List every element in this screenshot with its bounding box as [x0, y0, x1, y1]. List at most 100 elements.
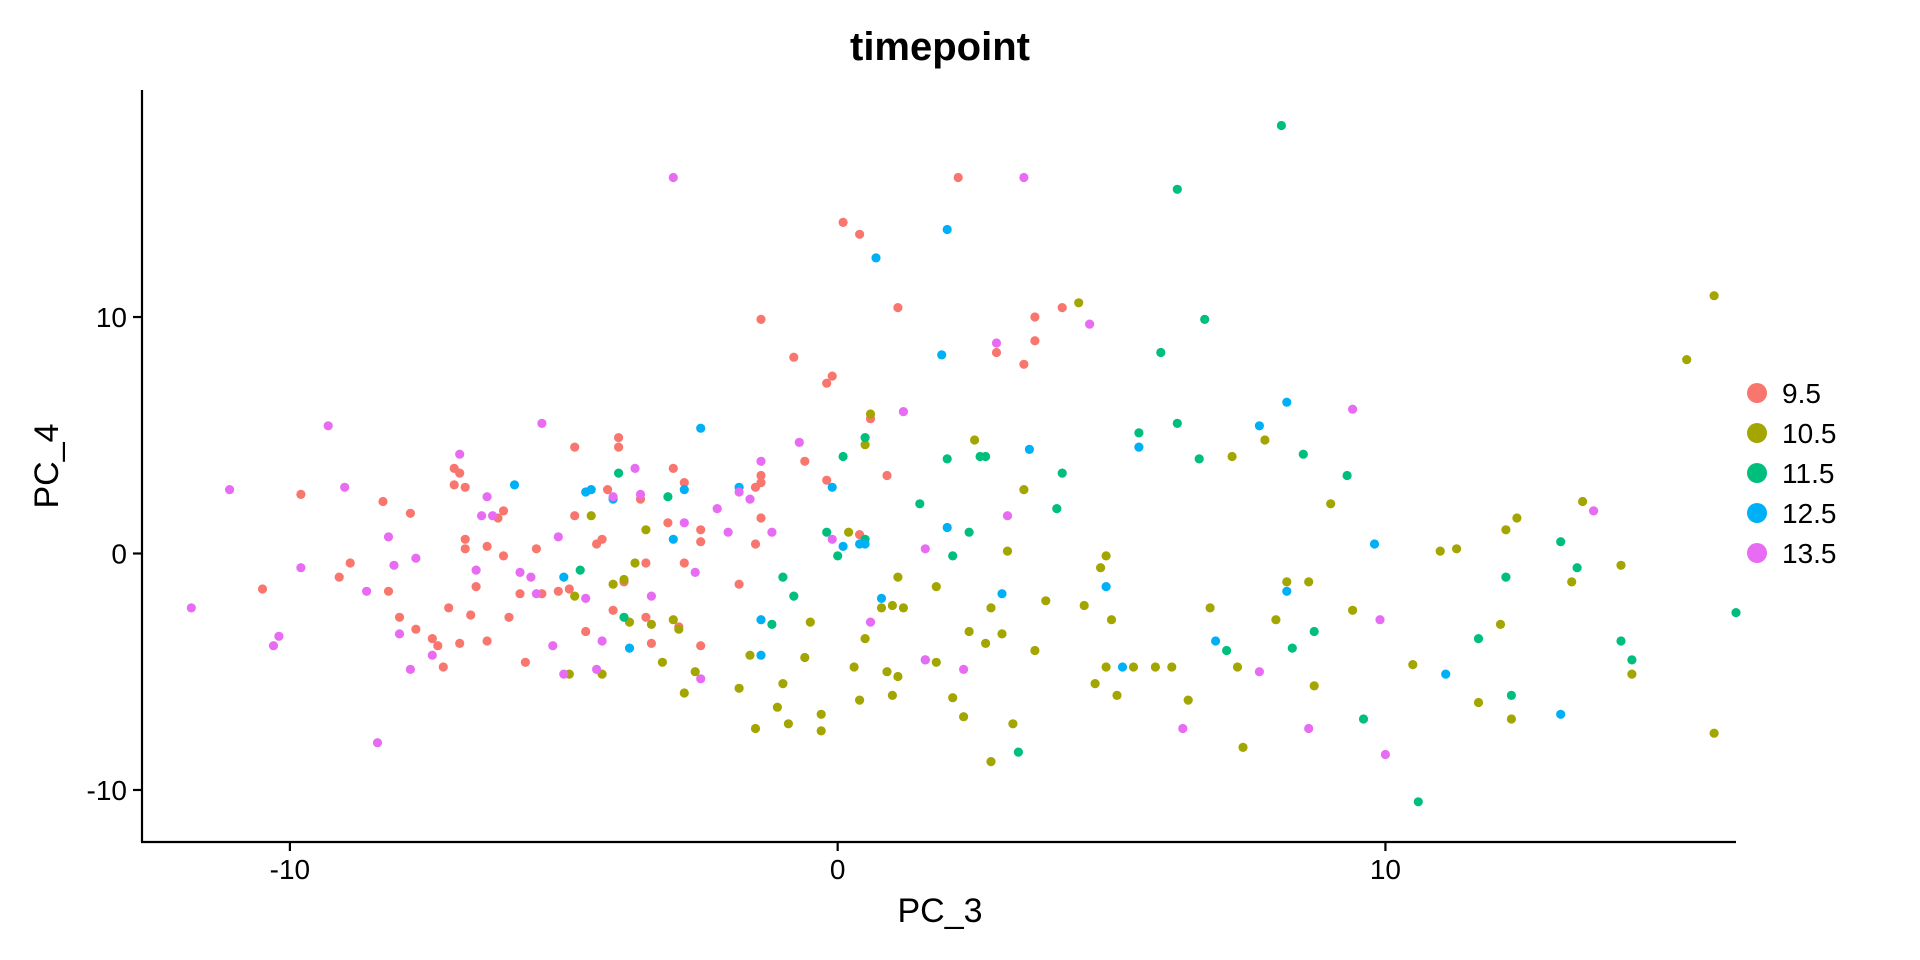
y-tick-label: 10 — [96, 302, 127, 333]
point-11.5-38 — [1556, 537, 1566, 547]
point-10.5-73 — [1309, 681, 1319, 691]
point-10.5-19 — [778, 679, 788, 689]
point-9.5-54 — [696, 525, 706, 535]
point-13.5-58 — [1348, 404, 1358, 414]
point-11.5-20 — [1057, 468, 1067, 478]
point-13.5-48 — [920, 655, 930, 665]
point-9.5-67 — [827, 371, 837, 381]
point-10.5-49 — [1008, 719, 1018, 729]
point-13.5-11 — [394, 629, 405, 639]
point-10.5-22 — [805, 617, 815, 627]
point-9.5-39 — [603, 485, 613, 495]
y-ticks: -10 0 10 — [87, 302, 142, 806]
point-10.5-8 — [641, 525, 651, 535]
point-12.5-5 — [624, 643, 635, 653]
point-11.5-23 — [1172, 184, 1182, 194]
point-11.5-24 — [1172, 418, 1182, 428]
point-11.5-15 — [964, 527, 974, 537]
point-10.5-32 — [882, 667, 892, 677]
point-10.5-84 — [1567, 577, 1577, 587]
point-13.5-17 — [477, 511, 487, 521]
point-13.5-28 — [592, 664, 602, 675]
point-9.5-40 — [608, 605, 618, 615]
point-9.5-30 — [531, 544, 542, 554]
point-10.5-57 — [1101, 551, 1111, 561]
point-10.5-33 — [887, 600, 898, 611]
point-11.5-8 — [833, 551, 843, 561]
point-9.5-60 — [756, 478, 766, 488]
point-10.5-1 — [570, 591, 580, 601]
point-13.5-2 — [268, 641, 279, 651]
point-13.5-4 — [296, 563, 306, 573]
point-11.5-4 — [767, 619, 777, 630]
point-10.5-26 — [849, 662, 859, 672]
point-10.5-71 — [1282, 577, 1292, 587]
point-13.5-20 — [515, 567, 525, 578]
point-13.5-49 — [920, 544, 930, 554]
point-12.5-27 — [1211, 636, 1221, 646]
point-13.5-35 — [679, 518, 689, 528]
point-13.5-55 — [1178, 723, 1188, 734]
point-10.5-65 — [1205, 603, 1215, 613]
point-10.5-89 — [1709, 291, 1719, 301]
point-12.5-22 — [997, 589, 1007, 599]
point-11.5-27 — [1222, 645, 1232, 656]
point-10.5-29 — [860, 634, 870, 644]
point-13.5-14 — [427, 650, 437, 660]
point-9.5-11 — [438, 662, 448, 672]
point-10.5-83 — [1512, 513, 1522, 523]
point-11.5-2 — [619, 612, 629, 622]
point-10.5-75 — [1348, 605, 1358, 615]
point-10.5-46 — [986, 757, 996, 767]
point-12.5-13 — [838, 541, 848, 552]
point-12.5-21 — [942, 522, 952, 533]
point-11.5-41 — [1627, 655, 1637, 665]
point-9.5-79 — [1057, 303, 1067, 313]
point-13.5-18 — [482, 492, 492, 502]
point-9.5-36 — [581, 626, 591, 637]
point-10.5-43 — [970, 435, 980, 445]
point-11.5-3 — [663, 492, 673, 502]
point-11.5-40 — [1616, 636, 1626, 646]
point-9.5-61 — [756, 513, 766, 523]
point-13.5-25 — [553, 532, 563, 542]
point-11.5-37 — [1506, 690, 1516, 701]
point-11.5-25 — [1194, 454, 1204, 464]
point-9.5-12 — [444, 603, 454, 613]
x-tick-label: 0 — [830, 854, 846, 885]
point-13.5-41 — [745, 494, 755, 504]
point-9.5-55 — [696, 537, 706, 547]
point-9.5-62 — [756, 314, 766, 324]
point-10.5-10 — [657, 657, 668, 667]
point-10.5-88 — [1682, 355, 1692, 365]
point-10.5-59 — [1106, 615, 1117, 625]
point-9.5-21 — [471, 582, 481, 592]
point-10.5-7 — [630, 558, 640, 568]
point-9.5-75 — [991, 347, 1002, 358]
x-tick-label: -10 — [270, 854, 310, 885]
point-13.5-43 — [767, 527, 777, 537]
point-13.5-5 — [323, 421, 333, 431]
point-10.5-74 — [1326, 499, 1336, 509]
point-10.5-48 — [1002, 546, 1013, 556]
point-13.5-44 — [794, 437, 804, 447]
point-13.5-54 — [1085, 319, 1095, 329]
point-13.5-3 — [274, 631, 284, 641]
legend-swatch-10.5 — [1747, 423, 1767, 443]
point-12.5-6 — [668, 534, 678, 544]
point-10.5-86 — [1616, 560, 1626, 570]
point-11.5-30 — [1298, 449, 1308, 459]
points-layer — [186, 120, 1741, 807]
point-13.5-0 — [186, 603, 196, 613]
point-11.5-39 — [1572, 563, 1582, 573]
point-12.5-10 — [756, 615, 766, 625]
point-12.5-31 — [1369, 539, 1380, 549]
point-10.5-9 — [646, 619, 657, 630]
point-10.5-90 — [1709, 728, 1719, 738]
point-11.5-5 — [778, 572, 788, 582]
point-12.5-24 — [1101, 582, 1111, 592]
point-10.5-82 — [1506, 714, 1516, 724]
point-13.5-19 — [488, 511, 498, 521]
legend-swatch-11.5 — [1747, 463, 1767, 483]
point-10.5-67 — [1232, 662, 1243, 672]
